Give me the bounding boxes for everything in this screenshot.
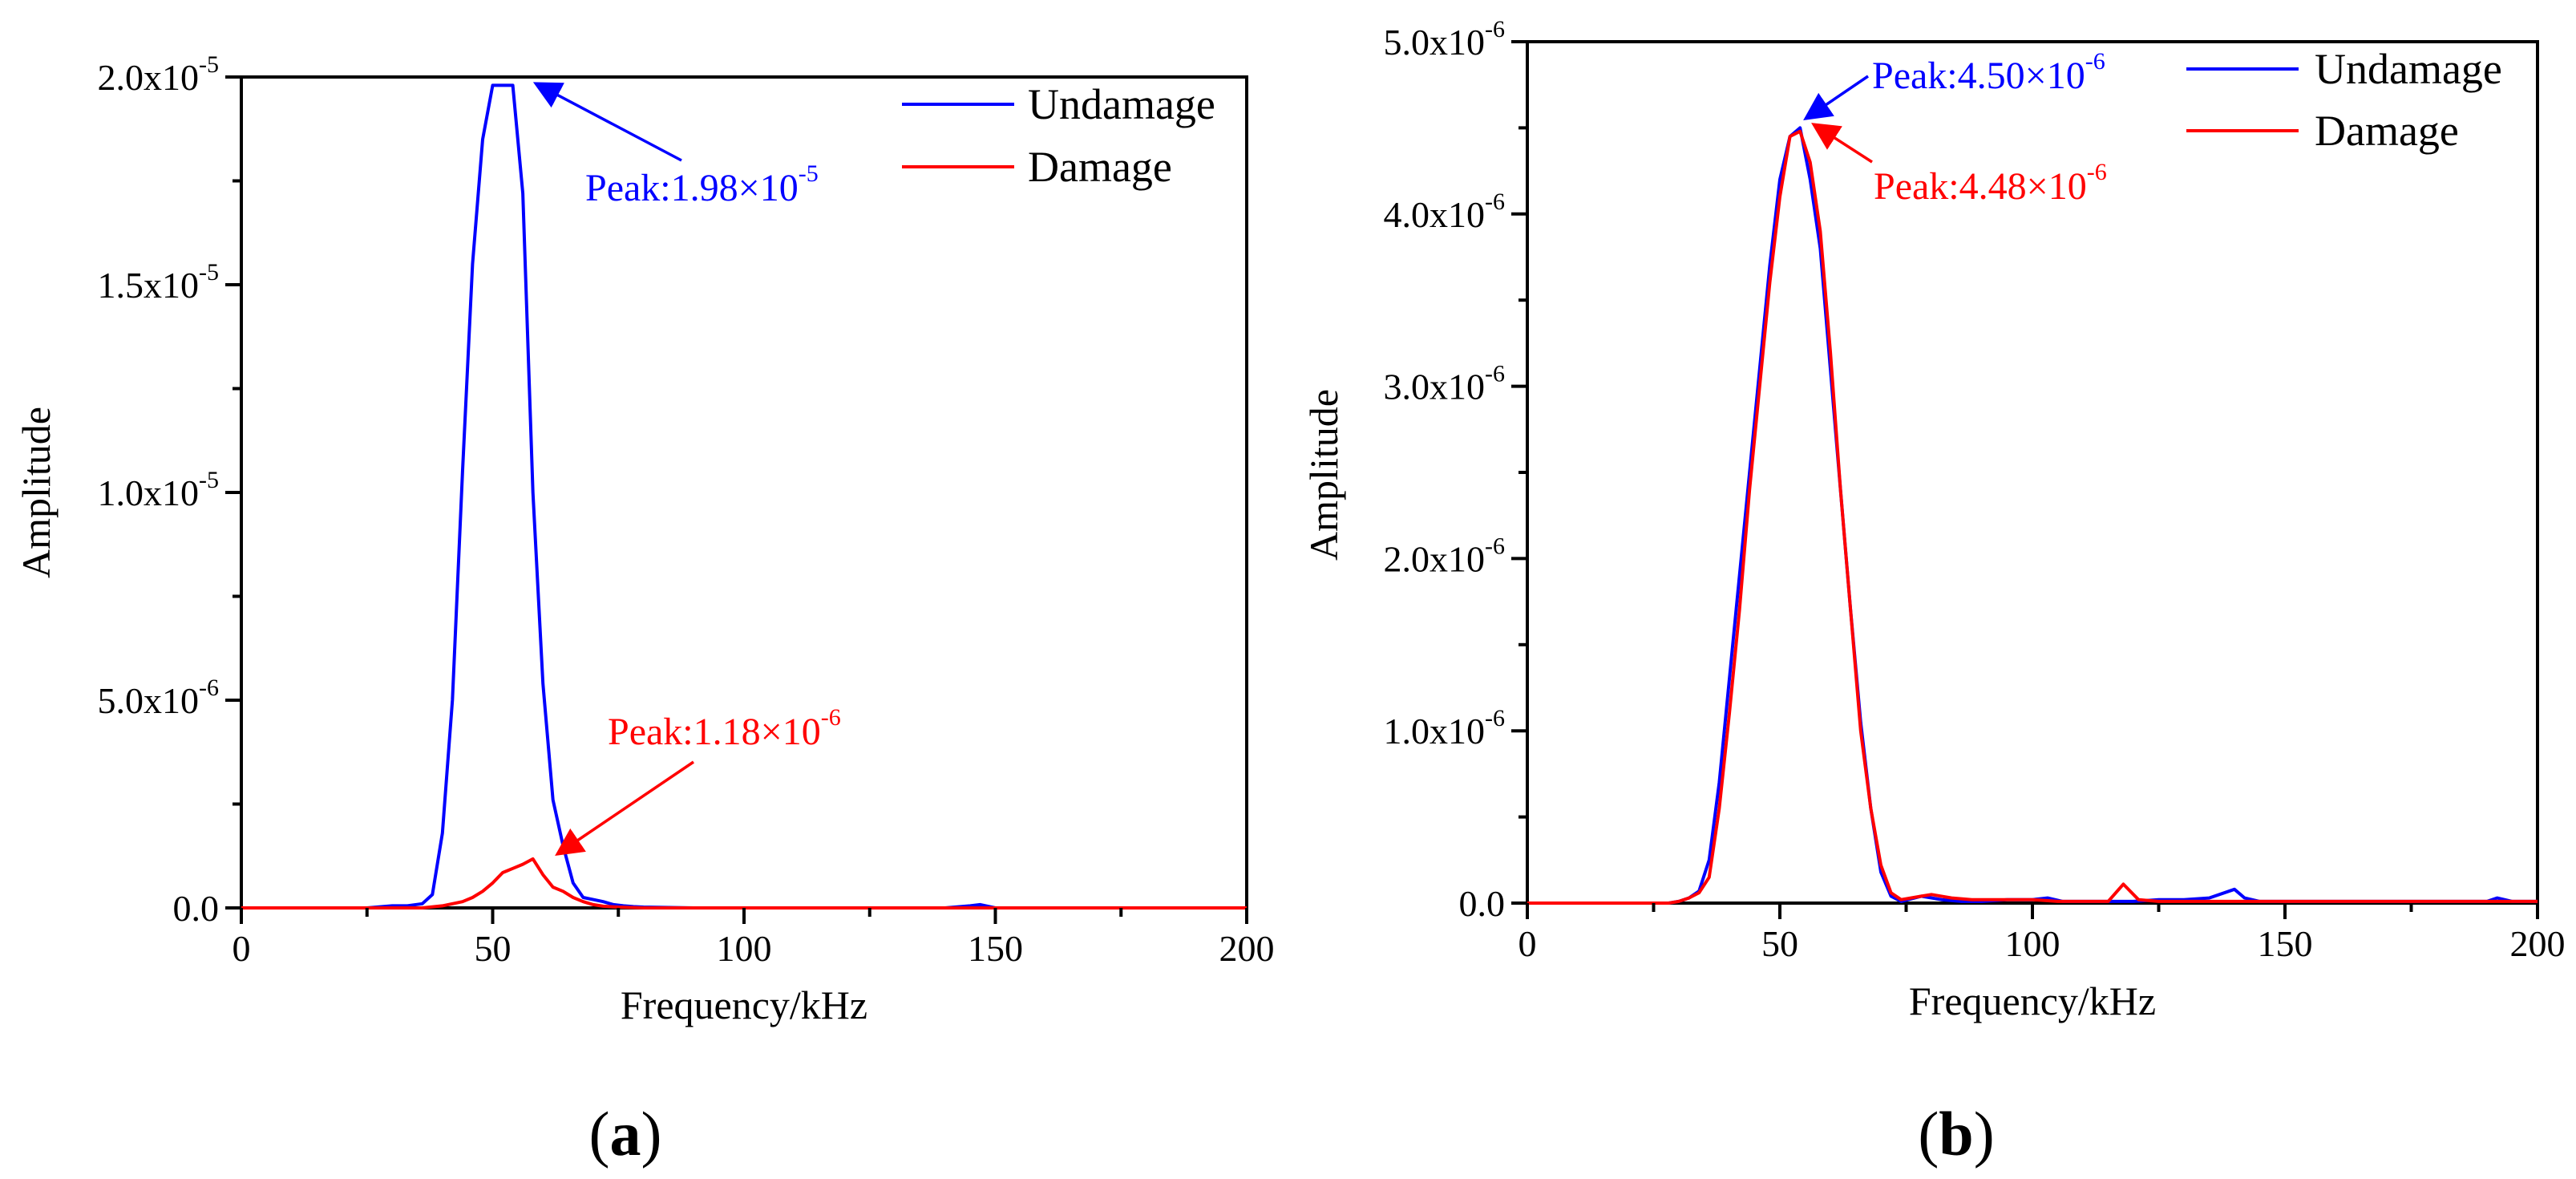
x-tick-label: 100: [717, 928, 772, 969]
series-layer: [1527, 126, 2538, 905]
legend: Undamage Damage: [2186, 45, 2502, 155]
peak-annotation-damage: Peak:1.18×10-6: [608, 704, 841, 753]
peak-arrow-undamage: [1803, 75, 1869, 120]
legend: Undamage Damage: [902, 80, 1215, 191]
series-line-damage: [241, 857, 1247, 910]
series-layer: [241, 83, 1247, 910]
x-tick-label: 200: [2510, 923, 2566, 964]
x-tick-label: 50: [475, 928, 512, 969]
y-tick-label: 5.0x10-6: [1384, 16, 1506, 63]
y-tick-label: 0.0: [1459, 883, 1506, 924]
y-tick-label: 2.0x10-5: [98, 51, 220, 98]
x-axis-title: Frequency/kHz: [1909, 978, 2156, 1023]
peak-arrow-damage: [1811, 123, 1873, 164]
legend-label-undamage: Undamage: [2315, 45, 2502, 93]
chart-panel-a: 0 50 100 150 200 0.0 5.0x10-6 1.0x10-5 1.5x10-5…: [14, 51, 1275, 1169]
panel-label-b: (b): [1918, 1099, 1994, 1169]
legend-label-damage: Damage: [2315, 107, 2459, 155]
y-axis: 0.0 5.0x10-6 1.0x10-5 1.5x10-5 2.0x10-5: [98, 51, 241, 929]
y-tick-label: 5.0x10-6: [98, 675, 220, 721]
legend-label-undamage: Undamage: [1028, 80, 1215, 128]
y-tick-label: 2.0x10-6: [1384, 533, 1506, 579]
y-tick-label: 4.0x10-6: [1384, 188, 1506, 235]
y-axis-title: Amplitude: [1301, 389, 1346, 561]
x-tick-label: 150: [2258, 923, 2313, 964]
legend-label-damage: Damage: [1028, 143, 1172, 191]
series-line-damage: [1527, 129, 2538, 905]
y-tick-label: 3.0x10-6: [1384, 361, 1506, 407]
y-tick-label: 1.5x10-5: [98, 259, 220, 306]
x-tick-label: 200: [1219, 928, 1275, 969]
y-axis-title: Amplitude: [14, 407, 59, 578]
x-axis: 0 50 100 150 200: [1519, 903, 2566, 964]
x-axis-title: Frequency/kHz: [621, 982, 867, 1027]
peak-annotation-undamage: Peak:1.98×10-5: [585, 160, 819, 209]
x-tick-label: 50: [1761, 923, 1798, 964]
y-tick-label: 1.0x10-5: [98, 467, 220, 513]
peak-arrow-damage: [555, 760, 694, 856]
chart-panel-b: 0 50 100 150 200 0.0 1.0x10-6 2.0x10-6 3.0x10-6…: [1301, 16, 2566, 1169]
x-tick-label: 0: [233, 928, 251, 969]
y-tick-label: 0.0: [173, 888, 220, 929]
x-tick-label: 100: [2005, 923, 2060, 964]
y-tick-label: 1.0x10-6: [1384, 705, 1506, 752]
x-axis: 0 50 100 150 200: [233, 908, 1275, 969]
x-tick-label: 150: [968, 928, 1023, 969]
peak-arrow-undamage: [532, 82, 682, 162]
peak-annotation-undamage: Peak:4.50×10-6: [1872, 48, 2105, 97]
peak-annotation-damage: Peak:4.48×10-6: [1874, 159, 2107, 208]
panel-label-a: (a): [589, 1099, 662, 1169]
series-line-undamage: [1527, 126, 2538, 905]
y-axis: 0.0 1.0x10-6 2.0x10-6 3.0x10-6 4.0x10-6 5.0x1…: [1384, 16, 1527, 924]
x-tick-label: 0: [1519, 923, 1537, 964]
